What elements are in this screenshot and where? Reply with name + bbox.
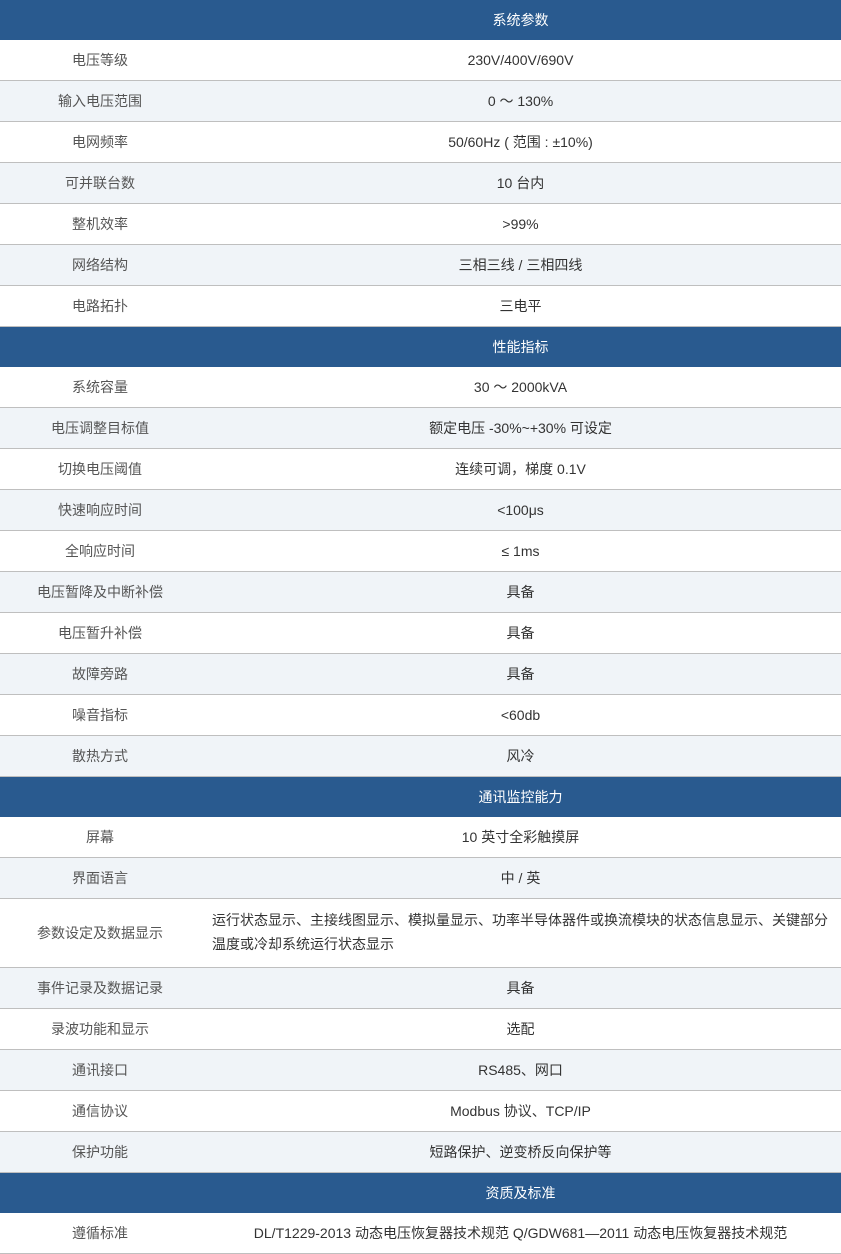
row-value: Modbus 协议、TCP/IP xyxy=(200,1090,841,1131)
row-label: 散热方式 xyxy=(0,736,200,777)
row-value: 三电平 xyxy=(200,286,841,327)
row-label: 整机效率 xyxy=(0,204,200,245)
row-value: 230V/400V/690V xyxy=(200,40,841,81)
row-label: 输入电压范围 xyxy=(0,81,200,122)
table-row: 快速响应时间 <100μs xyxy=(0,490,841,531)
row-label: 录波功能和显示 xyxy=(0,1008,200,1049)
row-value: 短路保护、逆变桥反向保护等 xyxy=(200,1131,841,1172)
row-label: 系统容量 xyxy=(0,367,200,408)
row-value: RS485、网口 xyxy=(200,1049,841,1090)
table-row: 系统容量 30 ～ 2000kVA xyxy=(0,367,841,408)
row-label: 电压暂升补偿 xyxy=(0,613,200,654)
row-label: 电网频率 xyxy=(0,122,200,163)
table-row: 噪音指标 <60db xyxy=(0,695,841,736)
row-value: 50/60Hz ( 范围 : ±10%) xyxy=(200,122,841,163)
row-value: 风冷 xyxy=(200,736,841,777)
row-value: 10 英寸全彩触摸屏 xyxy=(200,817,841,858)
table-row: 电压暂升补偿 具备 xyxy=(0,613,841,654)
table-row: 故障旁路 具备 xyxy=(0,654,841,695)
section-header-blank xyxy=(0,1172,200,1213)
section-header-system: 系统参数 xyxy=(0,0,841,40)
table-row: 电压调整目标值 额定电压 -30%~+30% 可设定 xyxy=(0,408,841,449)
table-row: 通讯接口 RS485、网口 xyxy=(0,1049,841,1090)
section-title: 资质及标准 xyxy=(200,1172,841,1213)
row-label: 界面语言 xyxy=(0,858,200,899)
row-value: 0 ～ 130% xyxy=(200,81,841,122)
row-label: 可并联台数 xyxy=(0,163,200,204)
row-value: 具备 xyxy=(200,613,841,654)
row-value: DL/T1229-2013 动态电压恢复器技术规范 Q/GDW681—2011 … xyxy=(200,1213,841,1254)
table-row: 保护功能 短路保护、逆变桥反向保护等 xyxy=(0,1131,841,1172)
section-title: 通讯监控能力 xyxy=(200,777,841,818)
row-value: 选配 xyxy=(200,1008,841,1049)
section-header-blank xyxy=(0,777,200,818)
row-value: <100μs xyxy=(200,490,841,531)
table-row: 屏幕 10 英寸全彩触摸屏 xyxy=(0,817,841,858)
table-row: 切换电压阈值 连续可调，梯度 0.1V xyxy=(0,449,841,490)
table-row: 通信协议 Modbus 协议、TCP/IP xyxy=(0,1090,841,1131)
spec-table: 系统参数 电压等级 230V/400V/690V 输入电压范围 0 ～ 130%… xyxy=(0,0,841,1254)
table-row: 遵循标准 DL/T1229-2013 动态电压恢复器技术规范 Q/GDW681—… xyxy=(0,1213,841,1254)
row-label: 网络结构 xyxy=(0,245,200,286)
table-row: 输入电压范围 0 ～ 130% xyxy=(0,81,841,122)
table-row: 全响应时间 ≤ 1ms xyxy=(0,531,841,572)
table-row: 界面语言 中 / 英 xyxy=(0,858,841,899)
row-label: 故障旁路 xyxy=(0,654,200,695)
row-value: 连续可调，梯度 0.1V xyxy=(200,449,841,490)
table-row: 电压暂降及中断补偿 具备 xyxy=(0,572,841,613)
row-value: 具备 xyxy=(200,572,841,613)
row-label: 电路拓扑 xyxy=(0,286,200,327)
table-row: 录波功能和显示 选配 xyxy=(0,1008,841,1049)
row-label: 切换电压阈值 xyxy=(0,449,200,490)
row-value: 三相三线 / 三相四线 xyxy=(200,245,841,286)
table-row: 网络结构 三相三线 / 三相四线 xyxy=(0,245,841,286)
table-row: 可并联台数 10 台内 xyxy=(0,163,841,204)
table-row: 参数设定及数据显示 运行状态显示、主接线图显示、模拟量显示、功率半导体器件或换流… xyxy=(0,899,841,968)
row-value: 中 / 英 xyxy=(200,858,841,899)
row-value: >99% xyxy=(200,204,841,245)
row-value: 30 ～ 2000kVA xyxy=(200,367,841,408)
section-title: 性能指标 xyxy=(200,327,841,368)
row-label: 通信协议 xyxy=(0,1090,200,1131)
section-header-blank xyxy=(0,327,200,368)
row-label: 屏幕 xyxy=(0,817,200,858)
section-header-performance: 性能指标 xyxy=(0,327,841,368)
row-label: 电压暂降及中断补偿 xyxy=(0,572,200,613)
section-header-blank xyxy=(0,0,200,40)
section-title: 系统参数 xyxy=(200,0,841,40)
table-row: 电压等级 230V/400V/690V xyxy=(0,40,841,81)
row-label: 参数设定及数据显示 xyxy=(0,899,200,968)
row-value: ≤ 1ms xyxy=(200,531,841,572)
table-row: 电网频率 50/60Hz ( 范围 : ±10%) xyxy=(0,122,841,163)
row-value: 具备 xyxy=(200,654,841,695)
table-row: 散热方式 风冷 xyxy=(0,736,841,777)
row-label: 全响应时间 xyxy=(0,531,200,572)
row-label: 快速响应时间 xyxy=(0,490,200,531)
table-row: 整机效率 >99% xyxy=(0,204,841,245)
row-value: 10 台内 xyxy=(200,163,841,204)
row-label: 保护功能 xyxy=(0,1131,200,1172)
row-value: <60db xyxy=(200,695,841,736)
section-header-communication: 通讯监控能力 xyxy=(0,777,841,818)
row-label: 电压等级 xyxy=(0,40,200,81)
row-label: 电压调整目标值 xyxy=(0,408,200,449)
row-label: 通讯接口 xyxy=(0,1049,200,1090)
table-row: 电路拓扑 三电平 xyxy=(0,286,841,327)
row-label: 遵循标准 xyxy=(0,1213,200,1254)
row-value: 运行状态显示、主接线图显示、模拟量显示、功率半导体器件或换流模块的状态信息显示、… xyxy=(200,899,841,968)
row-value: 额定电压 -30%~+30% 可设定 xyxy=(200,408,841,449)
section-header-standards: 资质及标准 xyxy=(0,1172,841,1213)
row-label: 噪音指标 xyxy=(0,695,200,736)
